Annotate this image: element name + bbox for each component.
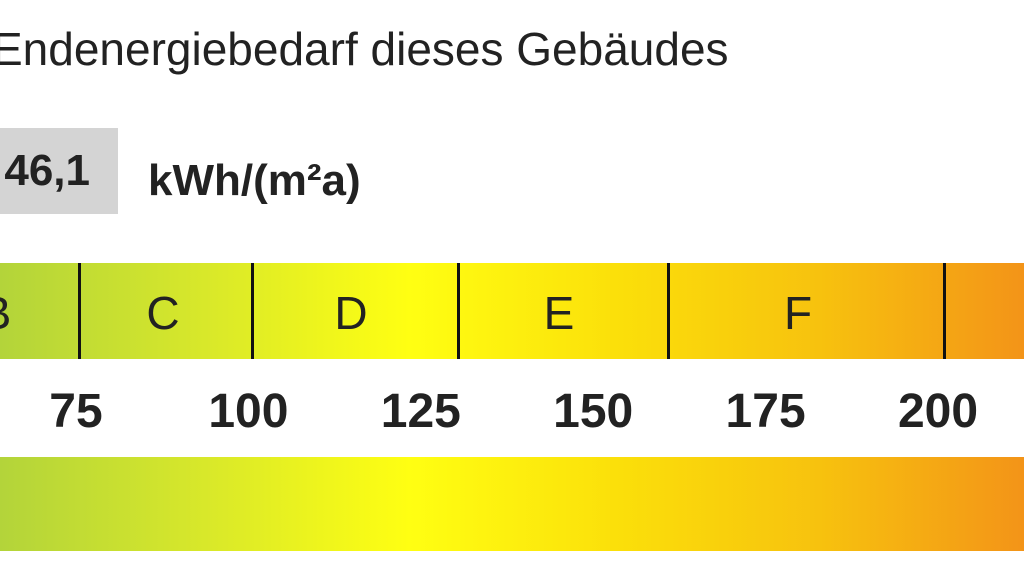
separator — [667, 263, 670, 359]
title: Endenergiebedarf dieses Gebäudes — [0, 23, 729, 75]
class-label: E — [543, 287, 575, 339]
value-box — [0, 128, 118, 214]
class-label: C — [146, 287, 180, 339]
tick-label: 75 — [49, 385, 103, 438]
separator — [457, 263, 460, 359]
separator — [251, 263, 254, 359]
tick-label: 175 — [725, 385, 806, 438]
value-unit: kWh/(m²a) — [148, 156, 361, 205]
value-number: 46,1 — [4, 146, 90, 195]
tick-label: 200 — [897, 385, 979, 438]
tick-label: 150 — [553, 385, 634, 438]
separator — [78, 263, 81, 359]
separator — [943, 263, 946, 359]
class-label: F — [783, 287, 813, 339]
tick-label: 100 — [208, 385, 289, 438]
gradient-bar — [0, 457, 1024, 551]
class-label: B — [0, 286, 11, 340]
class-bar — [0, 263, 1024, 359]
tick-label: 125 — [380, 385, 461, 438]
class-label: D — [334, 287, 368, 339]
